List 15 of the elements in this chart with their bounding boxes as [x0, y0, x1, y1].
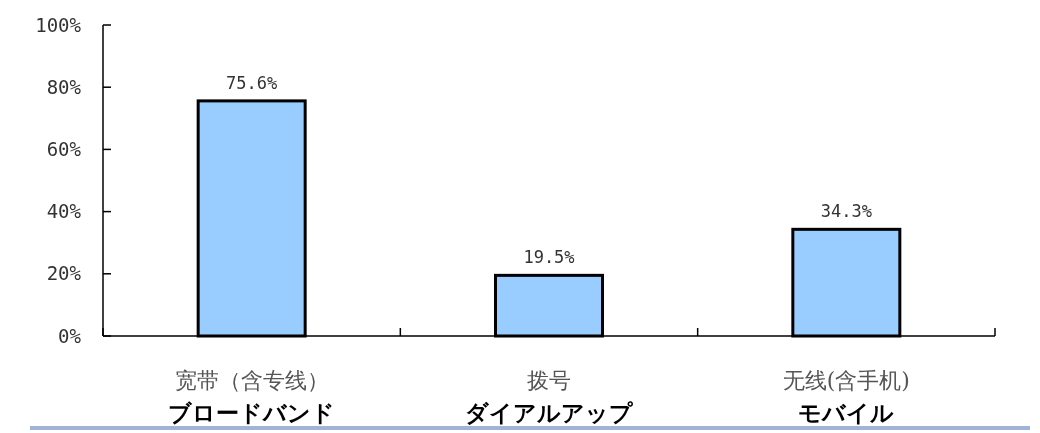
- data-label: 19.5%: [523, 247, 575, 268]
- y-tick-label: 100%: [35, 13, 82, 36]
- x-tick-label: 拨号: [527, 368, 571, 393]
- data-label: 75.6%: [226, 72, 278, 93]
- text: モバイル: [798, 400, 895, 426]
- data-label: 34.3%: [820, 201, 872, 222]
- y-tick-label: 20%: [46, 262, 82, 285]
- text: ブロードバンド: [168, 400, 336, 426]
- x-tick-label: 无线(含手机): [782, 368, 910, 393]
- y-tick-label: 80%: [46, 75, 82, 98]
- y-tick-label: 0%: [58, 324, 82, 347]
- x-tick-label: 宽带（含专线）: [174, 368, 329, 393]
- y-tick-label: 60%: [46, 138, 82, 161]
- y-tick-label: 40%: [46, 200, 82, 223]
- text: ダイアルアップ: [465, 400, 634, 426]
